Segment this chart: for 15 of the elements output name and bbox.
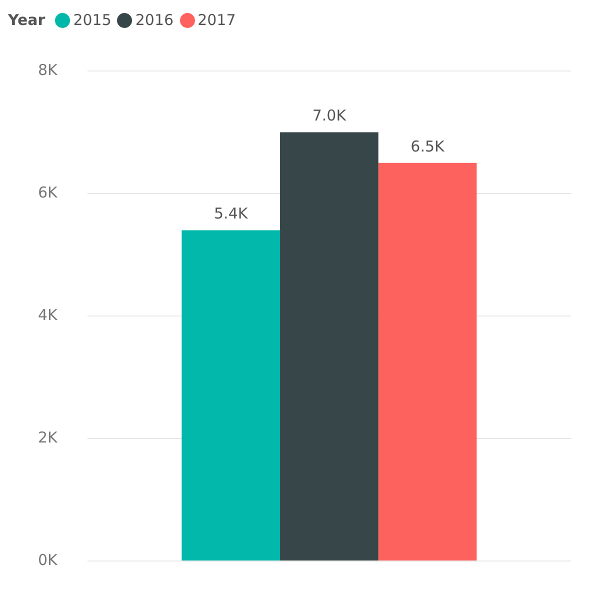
y-tick-label: 2K	[38, 428, 59, 446]
data-label: 7.0K	[312, 106, 348, 125]
bar	[378, 162, 477, 560]
data-label: 5.4K	[214, 204, 249, 223]
y-tick-label: 0K	[38, 550, 59, 569]
legend-label: 2016	[135, 11, 174, 29]
y-tick-label: 8K	[38, 60, 59, 79]
bar	[182, 230, 280, 560]
bar	[280, 132, 378, 560]
y-tick-label: 4K	[38, 306, 59, 324]
data-label: 6.5K	[410, 137, 446, 156]
legend-title: Year	[8, 11, 46, 29]
legend-label: 2017	[198, 11, 236, 29]
y-tick-label: 6K	[38, 183, 59, 202]
legend-label: 2015	[73, 11, 112, 29]
